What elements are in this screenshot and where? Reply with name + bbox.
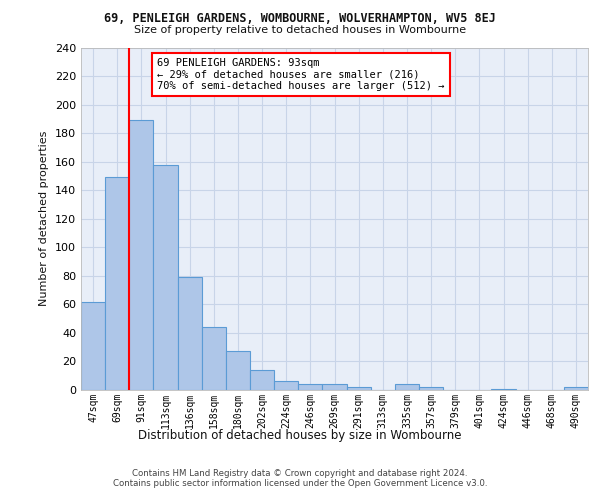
Text: 69 PENLEIGH GARDENS: 93sqm
← 29% of detached houses are smaller (216)
70% of sem: 69 PENLEIGH GARDENS: 93sqm ← 29% of deta… (157, 58, 445, 91)
Bar (202, 327, 226, 390)
Y-axis label: Number of detached properties: Number of detached properties (40, 131, 49, 306)
Bar (347, 387, 371, 390)
Text: 69, PENLEIGH GARDENS, WOMBOURNE, WOLVERHAMPTON, WV5 8EJ: 69, PENLEIGH GARDENS, WOMBOURNE, WOLVERH… (104, 12, 496, 26)
Bar (178, 278, 202, 390)
Bar (154, 164, 178, 390)
Text: Size of property relative to detached houses in Wombourne: Size of property relative to detached ho… (134, 25, 466, 35)
Bar (81, 302, 105, 390)
Bar (129, 120, 154, 390)
Bar (250, 370, 274, 390)
Bar (419, 387, 443, 390)
Bar (322, 384, 347, 390)
Bar (226, 352, 250, 390)
Bar (395, 384, 419, 390)
Bar (274, 382, 298, 390)
Text: Contains HM Land Registry data © Crown copyright and database right 2024.: Contains HM Land Registry data © Crown c… (132, 468, 468, 477)
Bar (491, 388, 515, 390)
Bar (105, 178, 129, 390)
Bar (564, 387, 588, 390)
Text: Contains public sector information licensed under the Open Government Licence v3: Contains public sector information licen… (113, 478, 487, 488)
Bar (298, 384, 322, 390)
Text: Distribution of detached houses by size in Wombourne: Distribution of detached houses by size … (138, 428, 462, 442)
